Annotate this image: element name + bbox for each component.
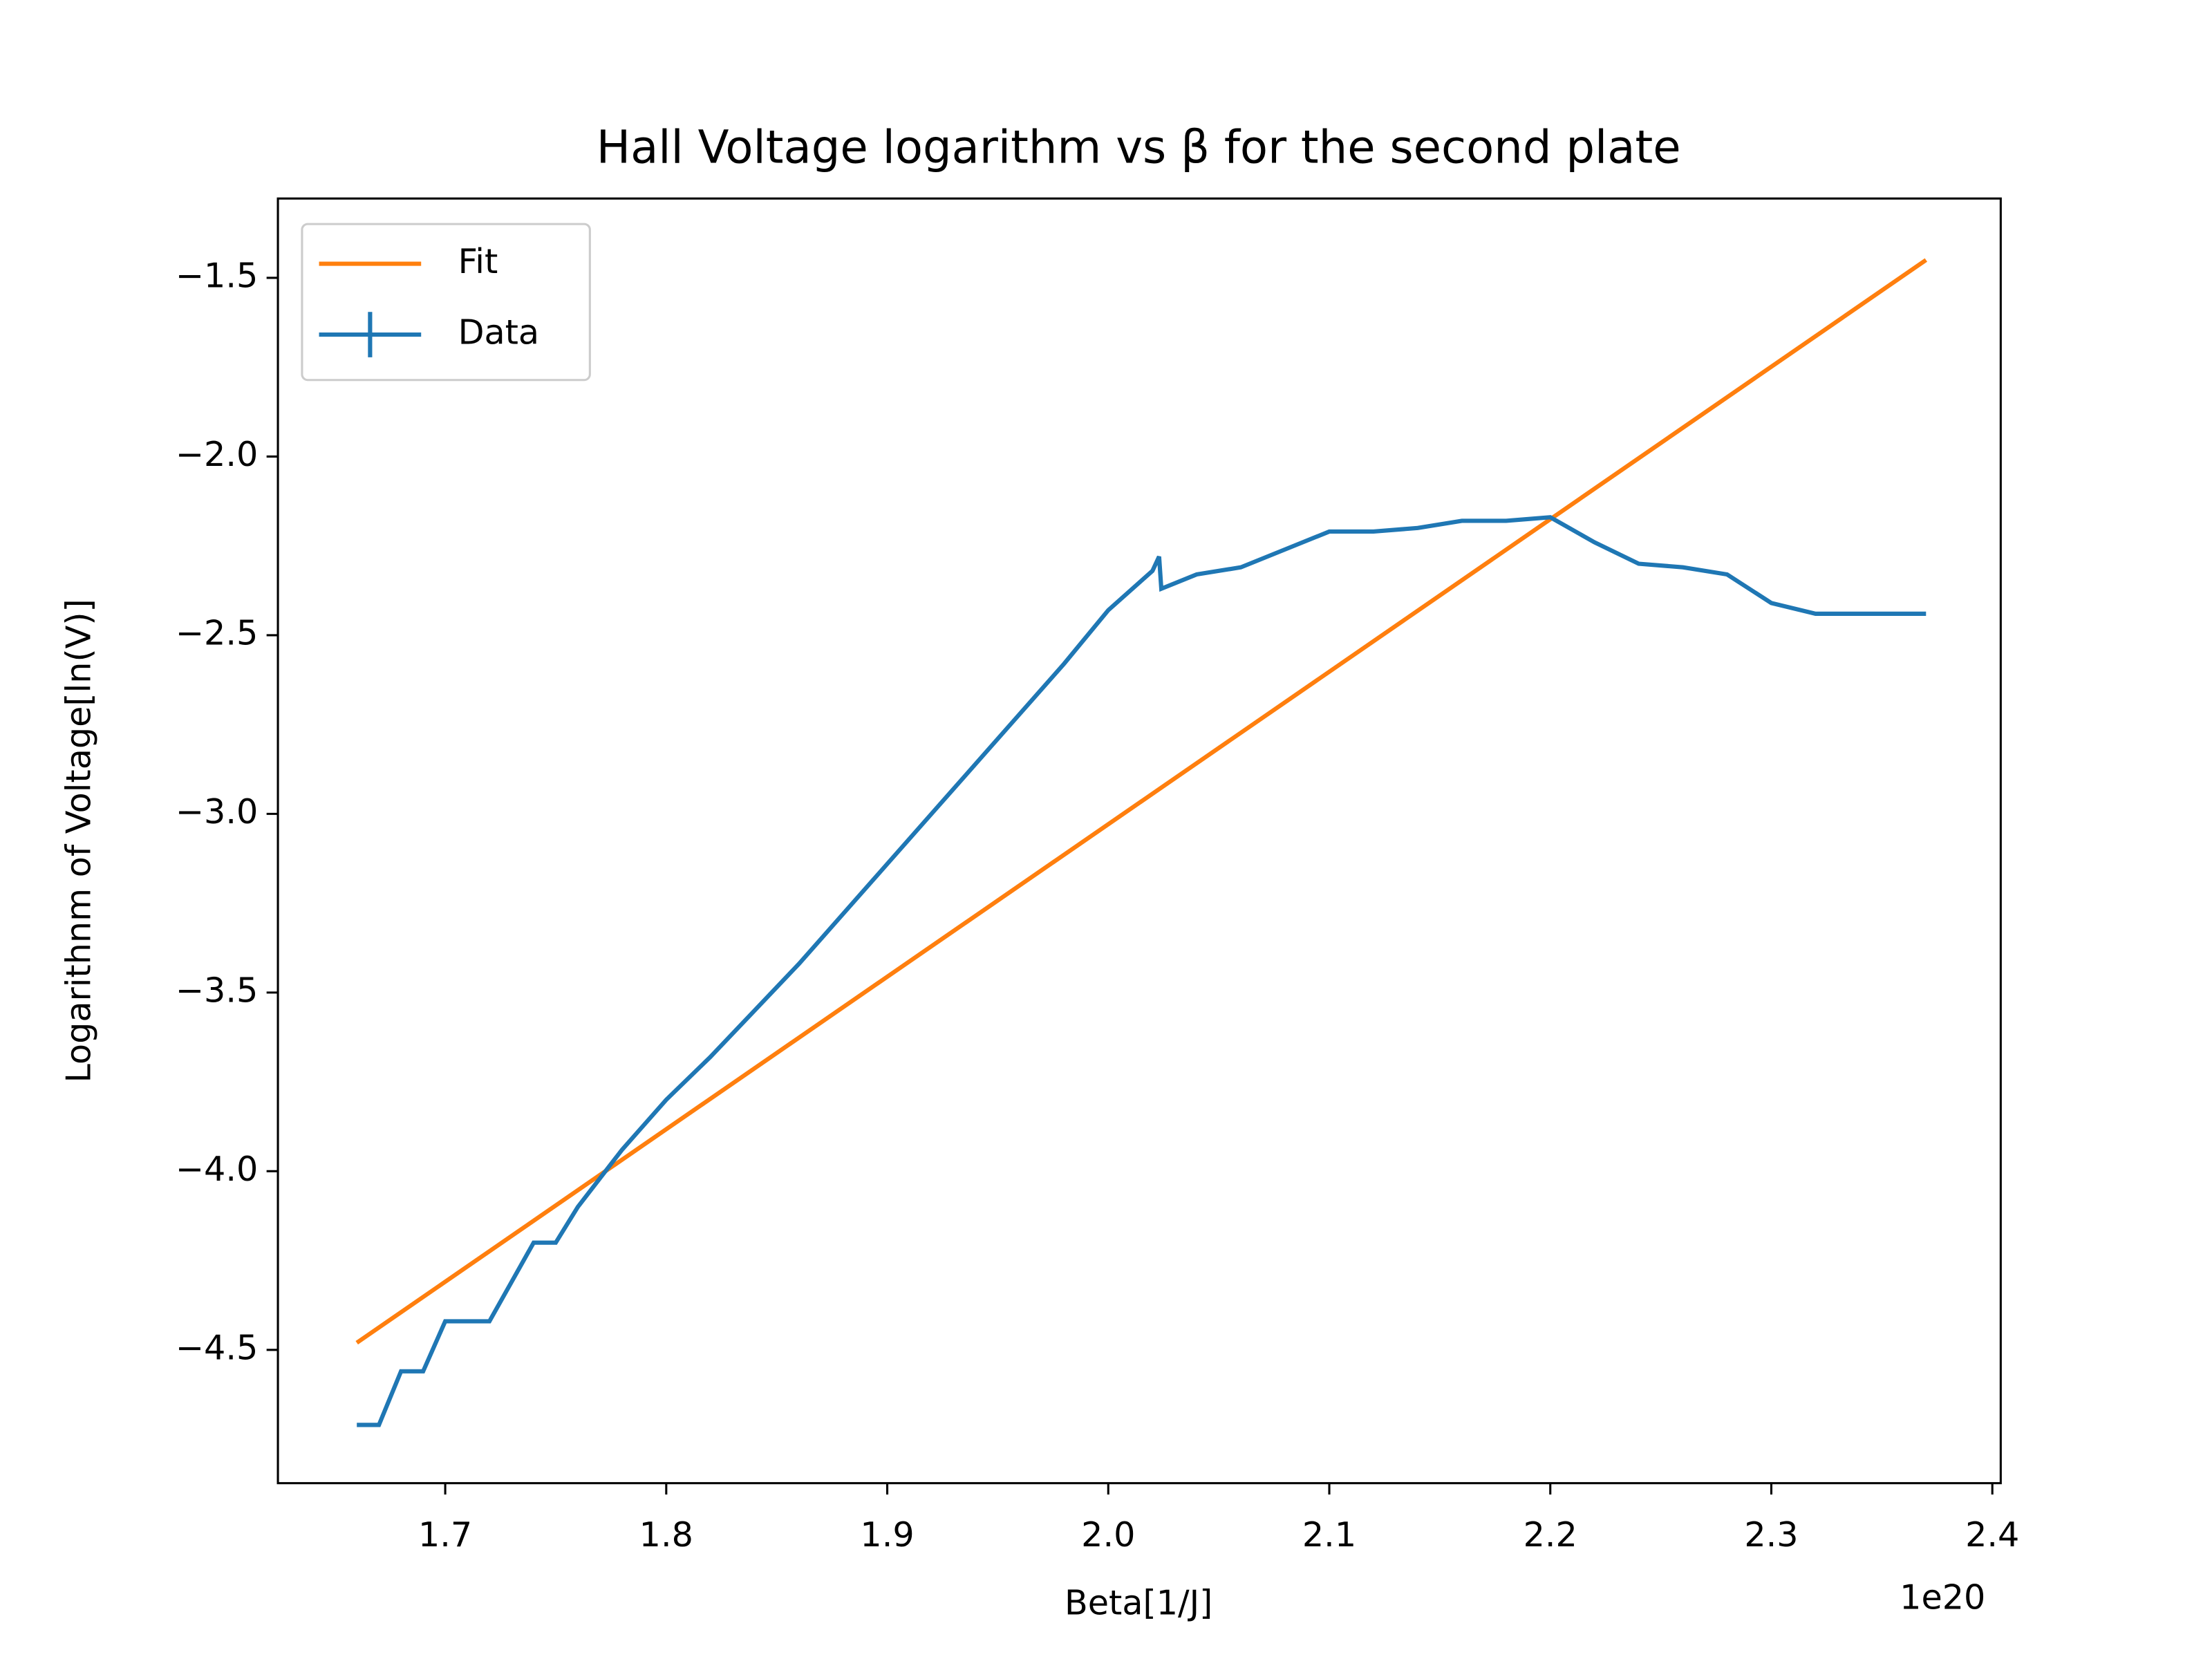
data-line: [357, 515, 1927, 1427]
y-tick-label: −4.0: [176, 1149, 259, 1189]
y-tick-label: −3.5: [176, 970, 259, 1010]
chart-title: Hall Voltage logarithm vs β for the seco…: [597, 121, 1681, 174]
legend-label: Data: [458, 312, 540, 353]
y-tick-label: −1.5: [176, 255, 259, 295]
x-axis-label: Beta[1/J]: [1065, 1583, 1212, 1623]
legend-box: [301, 223, 591, 382]
y-axis-label: Logarithnm of Voltage[ln(V)]: [58, 599, 98, 1082]
x-tick-label: 2.2: [1524, 1515, 1577, 1555]
y-tick-label: −2.5: [176, 612, 259, 653]
plot-frame: [276, 197, 2002, 1485]
legend-label: Fit: [458, 241, 498, 281]
x-tick-label: 1.9: [860, 1515, 914, 1555]
x-tick-label: 2.4: [1965, 1515, 2019, 1555]
y-tick-label: −2.0: [176, 434, 259, 474]
y-tick-label: −4.5: [176, 1327, 259, 1367]
x-offset-label: 1e20: [1900, 1577, 1985, 1617]
x-tick-label: 2.1: [1302, 1515, 1356, 1555]
x-tick-label: 2.0: [1081, 1515, 1135, 1555]
y-tick-label: −3.0: [176, 791, 259, 832]
x-tick-label: 1.8: [639, 1515, 693, 1555]
x-tick-label: 1.7: [418, 1515, 472, 1555]
x-tick-label: 2.3: [1744, 1515, 1798, 1555]
data-line: [355, 258, 1928, 1345]
